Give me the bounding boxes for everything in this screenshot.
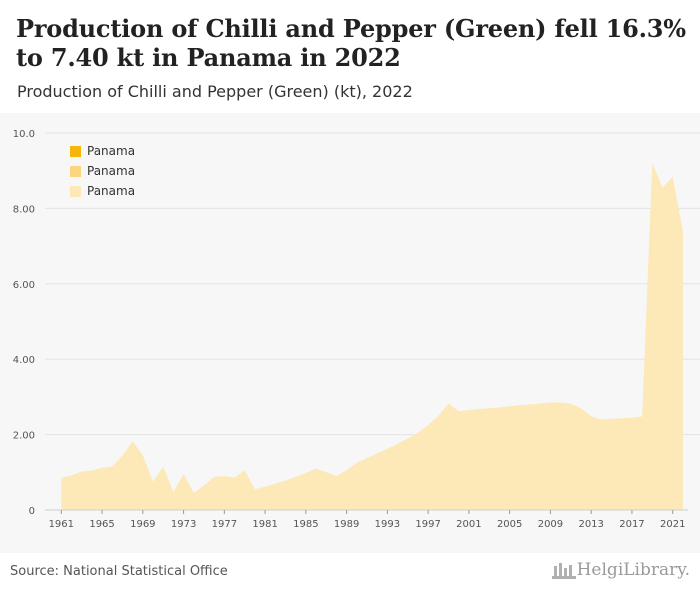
legend-item: Panama	[70, 161, 135, 181]
legend-swatch	[70, 145, 81, 157]
y-tick-label: 8.00	[13, 204, 35, 215]
y-tick-label: 6.00	[13, 280, 35, 291]
x-tick-label: 1961	[49, 519, 74, 530]
x-tick-label: 1977	[212, 519, 237, 530]
footer	[0, 553, 700, 596]
x-tick-label: 1969	[130, 519, 155, 530]
legend-label: Panama	[87, 144, 136, 158]
x-tick-label: 2013	[578, 519, 603, 530]
logo-text: HelgiLibrary.	[576, 560, 690, 580]
helgilibrary-logo[interactable]: HelgiLibrary.	[551, 560, 690, 580]
y-tick-label: 10.0	[13, 129, 35, 140]
legend-item: Panama	[70, 141, 135, 161]
source-note: Source: National Statistical Office	[10, 564, 228, 579]
y-tick-label: 0	[29, 506, 35, 517]
x-tick-label: 1997	[415, 519, 440, 530]
x-tick-label: 1985	[293, 519, 318, 530]
x-tick-label: 2017	[619, 519, 644, 530]
x-tick-label: 1989	[334, 519, 359, 530]
library-icon	[551, 563, 576, 579]
x-tick-label: 2001	[456, 519, 481, 530]
legend-label: Panama	[87, 184, 136, 198]
x-tick-label: 2009	[538, 519, 563, 530]
x-tick-label: 1965	[89, 519, 114, 530]
legend-label: Panama	[87, 164, 136, 178]
y-tick-label: 2.00	[13, 431, 35, 442]
x-tick-label: 2005	[497, 519, 522, 530]
x-tick-label: 1973	[171, 519, 196, 530]
chart-subtitle: Production of Chilli and Pepper (Green) …	[17, 82, 413, 101]
legend-item: Panama	[70, 181, 135, 201]
legend: Panama Panama Panama	[70, 141, 135, 201]
x-tick-label: 1981	[252, 519, 277, 530]
header: Production of Chilli and Pepper (Green) …	[0, 0, 700, 113]
x-tick-label: 1993	[375, 519, 400, 530]
x-tick-label: 2021	[660, 519, 685, 530]
legend-swatch	[70, 185, 81, 197]
y-tick-label: 4.00	[13, 355, 35, 366]
series-area	[61, 163, 683, 510]
legend-swatch	[70, 165, 81, 177]
chart-title: Production of Chilli and Pepper (Green) …	[16, 14, 686, 72]
